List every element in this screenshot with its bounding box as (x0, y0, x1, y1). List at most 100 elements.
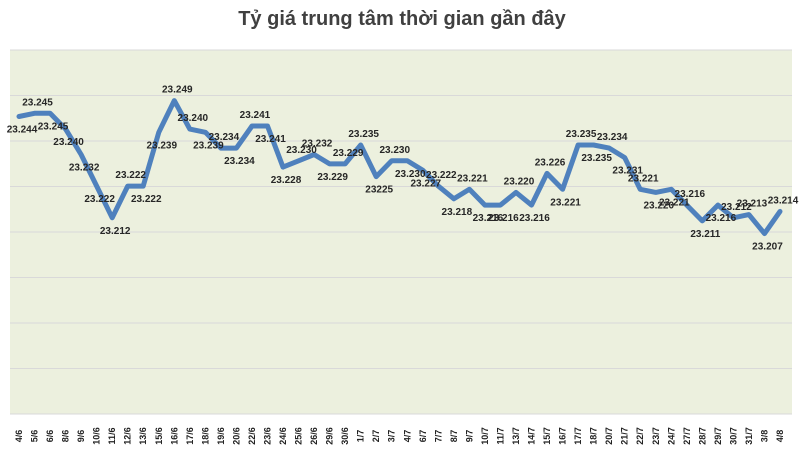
x-tick-label: 23/6 (262, 427, 272, 445)
data-label: 23.211 (690, 229, 720, 240)
x-tick-label: 25/6 (294, 427, 304, 445)
x-tick-label: 30/6 (340, 427, 350, 445)
data-label: 23.230 (395, 169, 426, 180)
data-label: 23.220 (643, 200, 674, 211)
x-tick-label: 6/6 (45, 430, 55, 443)
x-tick-label: 10/7 (480, 427, 490, 445)
x-tick-label: 22/6 (247, 427, 257, 445)
x-tick-label: 2/7 (371, 430, 381, 443)
x-tick-label: 9/7 (464, 430, 474, 443)
data-label: 23.216 (473, 213, 504, 224)
data-label: 23.234 (597, 132, 628, 143)
data-label: 23.234 (224, 156, 255, 167)
x-tick-label: 23/7 (651, 427, 661, 445)
x-tick-label: 28/7 (697, 427, 707, 445)
data-label: 23.222 (426, 170, 457, 181)
data-label: 23.241 (240, 110, 271, 121)
x-tick-label: 19/6 (216, 427, 226, 445)
data-label: 23.245 (38, 121, 69, 132)
x-tick-label: 7/7 (433, 430, 443, 443)
x-tick-label: 17/7 (573, 427, 583, 445)
data-label: 23.244 (7, 124, 38, 135)
x-tick-label: 14/7 (527, 427, 537, 445)
data-label: 23.229 (333, 148, 364, 159)
data-label: 23.221 (628, 173, 659, 184)
chart-title: Tỷ giá trung tâm thời gian gần đây (238, 8, 566, 30)
data-label: 23.232 (302, 138, 333, 149)
data-label: 23.222 (115, 170, 146, 181)
data-label: 23.227 (410, 178, 441, 189)
x-tick-label: 27/7 (682, 427, 692, 445)
data-label: 23.213 (737, 199, 768, 210)
x-tick-label: 18/6 (200, 427, 210, 445)
data-label: 23.235 (348, 129, 379, 140)
data-label: 23.207 (752, 242, 783, 253)
x-tick-label: 16/6 (169, 427, 179, 445)
x-tick-label: 30/7 (728, 427, 738, 445)
x-tick-label: 29/7 (713, 427, 723, 445)
x-tick-label: 26/6 (309, 427, 319, 445)
x-tick-label: 24/7 (666, 427, 676, 445)
x-tick-label: 16/7 (558, 427, 568, 445)
x-tick-label: 4/7 (402, 430, 412, 443)
series-line (16, 98, 783, 237)
x-tick-label: 11/7 (495, 427, 505, 444)
data-label: 23.220 (504, 176, 535, 187)
x-tick-label: 12/6 (123, 427, 133, 445)
x-tick-label: 20/7 (604, 427, 614, 445)
x-tick-label: 4/6 (14, 430, 24, 443)
x-tick-label: 8/6 (61, 430, 71, 443)
data-label: 23.234 (209, 132, 240, 143)
x-tick-label: 10/6 (92, 427, 102, 445)
data-label: 23.216 (675, 189, 706, 200)
x-tick-label: 13/6 (138, 427, 148, 445)
x-tick-label: 6/7 (418, 430, 428, 443)
data-label: 23.221 (457, 173, 488, 184)
x-tick-label: 13/7 (511, 427, 521, 445)
data-label: 23.231 (612, 166, 643, 177)
data-label: 23.216 (519, 213, 550, 224)
data-label: 23.221 (659, 197, 690, 208)
data-label: 23.216 (706, 213, 737, 224)
x-tick-label: 1/7 (356, 430, 366, 443)
data-label: 23.240 (178, 113, 209, 124)
x-tick-label: 21/7 (620, 427, 630, 445)
data-label: 23.212 (721, 202, 752, 213)
x-tick-label: 31/7 (744, 427, 754, 445)
x-tick-label: 3/7 (387, 430, 397, 443)
data-label: 23.241 (255, 134, 286, 145)
x-tick-label: 15/7 (542, 427, 552, 445)
x-tick-label: 3/8 (759, 430, 769, 443)
data-label: 23.239 (193, 140, 224, 151)
data-label: 23.214 (768, 195, 799, 206)
data-label: 23.222 (131, 194, 162, 205)
x-tick-label: 17/6 (185, 427, 195, 445)
data-label: 23.228 (271, 175, 302, 186)
x-tick-label: 9/6 (76, 430, 86, 443)
x-tick-label: 11/6 (107, 427, 117, 444)
data-label: 23225 (365, 185, 393, 196)
data-label: 23.221 (550, 197, 581, 208)
x-tick-label: 20/6 (231, 427, 241, 445)
data-label: 23.230 (379, 145, 410, 156)
data-label: 23.232 (69, 162, 100, 173)
data-label: 23.239 (146, 140, 177, 151)
x-tick-label: 24/6 (278, 427, 288, 445)
x-tick-label: 5/6 (30, 430, 40, 443)
x-tick-label: 4/8 (775, 430, 785, 443)
data-label: 23.226 (535, 157, 566, 168)
x-tick-label: 29/6 (325, 427, 335, 445)
data-label: 23.245 (22, 97, 53, 108)
data-label: 23.229 (317, 172, 348, 183)
x-tick-label: 22/7 (635, 427, 645, 445)
data-label: 23.235 (581, 153, 612, 164)
data-label: 23.222 (84, 194, 115, 205)
data-label: 23.218 (442, 207, 473, 218)
data-label: 23.216 (488, 213, 519, 224)
data-label: 23.212 (100, 226, 131, 237)
data-label: 23.230 (286, 145, 317, 156)
data-label: 23.235 (566, 129, 597, 140)
data-label: 23.240 (53, 137, 84, 148)
